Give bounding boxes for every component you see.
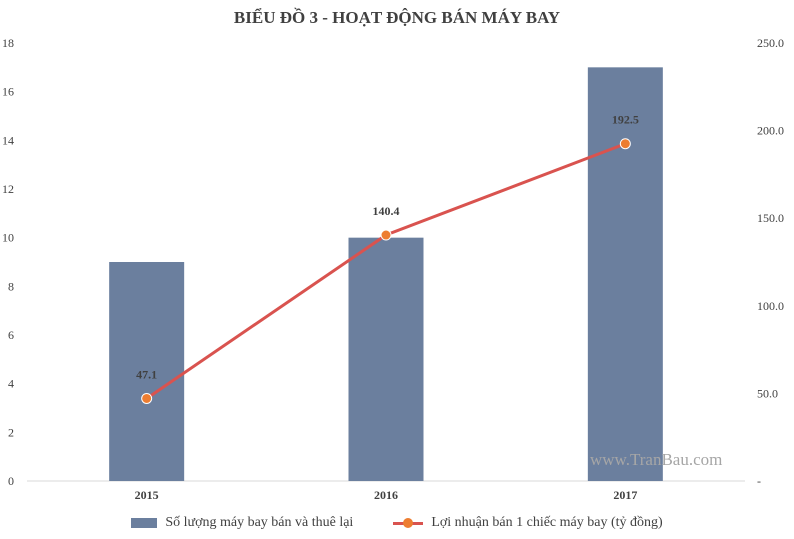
bar-2015 <box>109 262 185 481</box>
x-tick-label: 2017 <box>613 488 637 502</box>
y-left-tick-label: 18 <box>2 36 14 50</box>
y-left-tick-label: 14 <box>2 133 14 147</box>
legend-label-bars: Số lượng máy bay bán và thuê lại <box>165 515 354 530</box>
x-tick-label: 2016 <box>374 488 398 502</box>
y-left-tick-label: 16 <box>2 85 14 99</box>
y-right-tick-label: 250.0 <box>757 36 784 50</box>
y-right-tick-label: - <box>757 474 761 488</box>
y-left-tick-label: 10 <box>2 231 14 245</box>
bar-2016 <box>348 237 424 481</box>
legend-item-bars: Số lượng máy bay bán và thuê lại <box>131 515 353 531</box>
line-point-2015 <box>141 392 153 404</box>
legend-item-line: Lợi nhuận bán 1 chiếc máy bay (tỷ đồng) <box>393 515 663 531</box>
chart-title: BIỂU ĐỒ 3 - HOẠT ĐỘNG BÁN MÁY BAY <box>233 8 561 27</box>
line-point-2017 <box>619 138 631 150</box>
y-right-tick-label: 100.0 <box>757 299 784 313</box>
y-right-tick-label: 200.0 <box>757 124 784 138</box>
y-left-tick-label: 12 <box>2 182 14 196</box>
data-label: 47.1 <box>136 367 157 381</box>
data-label: 192.5 <box>612 113 639 127</box>
x-tick-label: 2015 <box>135 488 159 502</box>
watermark: www.TranBau.com <box>590 450 723 469</box>
y-left-tick-label: 0 <box>8 474 14 488</box>
data-label: 140.4 <box>373 204 400 218</box>
y-left-tick-label: 8 <box>8 279 14 293</box>
legend-swatch-line <box>393 517 424 529</box>
y-right-tick-label: 150.0 <box>757 211 784 225</box>
legend-swatch-bar <box>131 518 158 528</box>
line-point-2016 <box>380 229 392 241</box>
legend: Số lượng máy bay bán và thuê lại Lợi nhu… <box>0 512 794 534</box>
y-left-tick-label: 6 <box>8 328 14 342</box>
y-left-tick-label: 4 <box>8 377 14 391</box>
y-right-tick-label: 50.0 <box>757 386 778 400</box>
legend-label-line: Lợi nhuận bán 1 chiếc máy bay (tỷ đồng) <box>431 515 663 530</box>
bar-2017 <box>587 67 663 481</box>
y-left-tick-label: 2 <box>8 425 14 439</box>
